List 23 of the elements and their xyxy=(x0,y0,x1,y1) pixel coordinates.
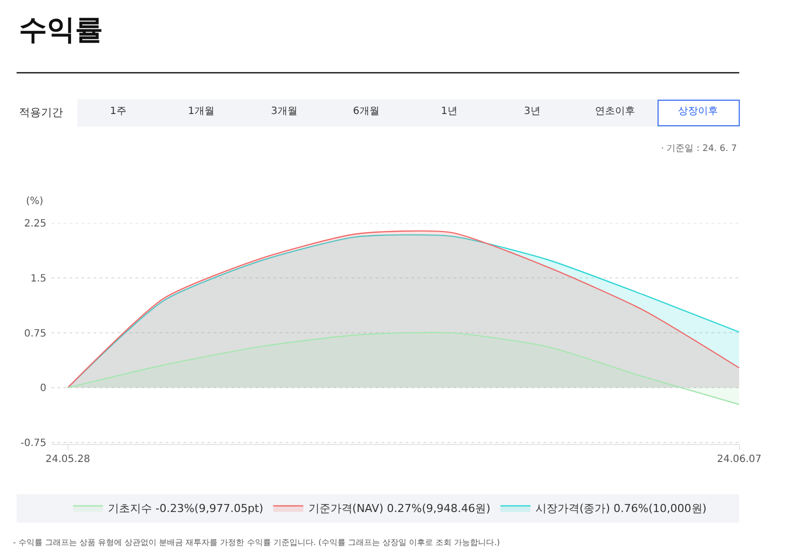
y-tick-label: 2.25 xyxy=(24,218,46,230)
text: 적용기간 xyxy=(19,106,63,119)
text: 3년 xyxy=(524,106,540,117)
text: 1주 xyxy=(110,106,126,117)
y-tick-label: 0.75 xyxy=(24,328,46,340)
y-tick-label: -0.75 xyxy=(20,438,46,450)
y-tick-label: 0 xyxy=(40,383,46,394)
x-tick-label: 24.06.07 xyxy=(716,454,762,466)
chart-title: 수익률 xyxy=(19,13,103,46)
text: 1개월 xyxy=(188,106,214,117)
y-axis-title: (%) xyxy=(26,196,44,207)
legend-label: 시장가격(종가) 0.76%(10,000원) xyxy=(535,502,707,516)
text: - 수익률 그래프는 상품 유형에 상관없이 분배금 재투자를 가정한 수익률 기준입니다. (수익률 그래프는 상장일 이후로 조회 가능합니다.) xyxy=(13,538,500,547)
x-tick-label: 24.05.28 xyxy=(46,454,90,466)
legend-label: 기준가격(NAV) 0.27%(9,948.46원) xyxy=(308,502,490,516)
text: 1년 xyxy=(441,106,458,117)
legend-label: 기초지수 -0.23%(9,977.05pt) xyxy=(108,502,264,516)
text: · 기준일 : 24. 6. 7 xyxy=(661,144,737,154)
y-tick-label: 1.5 xyxy=(30,273,46,284)
text: 6개월 xyxy=(353,106,380,117)
text: 연초이후 xyxy=(595,106,635,117)
text: 상장이후 xyxy=(678,106,718,117)
text: 3개월 xyxy=(271,106,298,117)
